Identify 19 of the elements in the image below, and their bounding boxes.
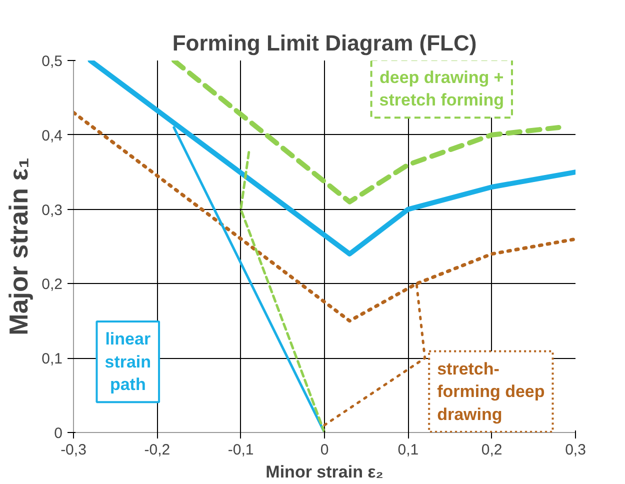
x-tick-label: -0,1	[228, 442, 254, 458]
y-tick-label: 0,3	[42, 202, 63, 219]
x-tick-label: -0,3	[60, 442, 86, 458]
x-axis-title: Minor strain ε₂	[266, 462, 384, 482]
y-tick-label: 0,2	[42, 276, 63, 294]
y-tick-label: 0	[54, 425, 62, 442]
y-tick-label: 0,1	[42, 350, 63, 368]
y-tick-label: 0,5	[42, 53, 63, 70]
x-tick-label: 0,3	[565, 442, 586, 458]
y-axis-title: Major strain ε₁	[4, 158, 34, 336]
annotation: linear strain path	[104, 330, 152, 394]
x-tick-label: -0,2	[144, 442, 170, 458]
annotation: deep drawing + stretch forming	[379, 68, 504, 110]
x-tick-label: 0,1	[398, 442, 419, 458]
annotation: stretch- forming deep drawing	[437, 359, 545, 424]
chart-title: Forming Limit Diagram (FLC)	[172, 30, 477, 56]
x-tick-label: 0	[320, 442, 329, 458]
x-tick-label: 0,2	[481, 442, 502, 458]
y-tick-label: 0,4	[42, 127, 63, 144]
